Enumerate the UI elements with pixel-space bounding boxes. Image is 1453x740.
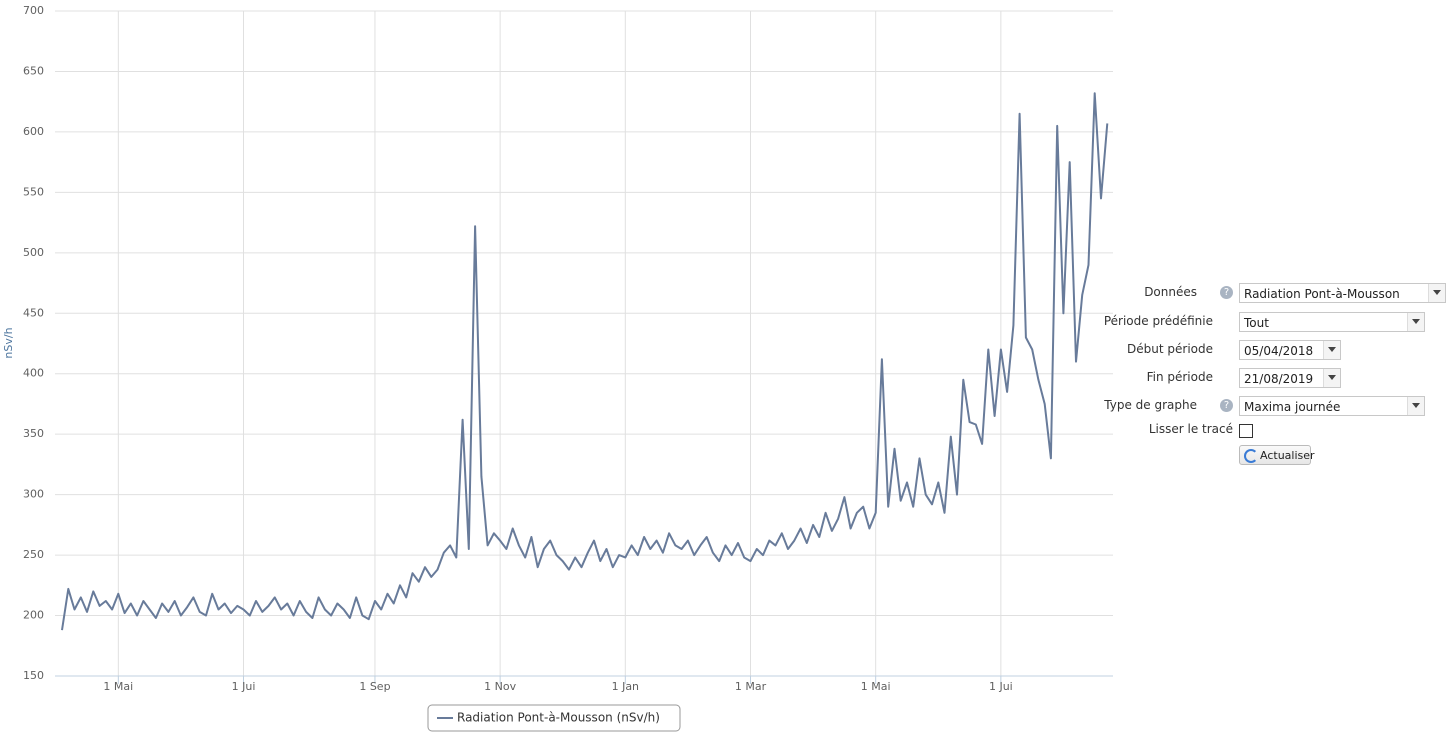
legend: Radiation Pont-à-Mousson (nSv/h): [427, 704, 681, 732]
y-tick-label: 650: [23, 64, 44, 77]
y-tick-label: 150: [23, 669, 44, 682]
refresh-icon: [1244, 449, 1258, 463]
legend-box: [427, 704, 681, 732]
data-line: [61, 92, 1109, 631]
select-field[interactable]: Tout: [1239, 312, 1425, 332]
checkbox-label: Lisser le tracé: [1148, 422, 1233, 436]
dropdown-arrow: [1407, 313, 1424, 331]
select-value: Radiation Pont-à-Mousson: [1244, 287, 1400, 301]
dropdown-arrow: [1428, 284, 1445, 302]
x-tick-label: 1 Jan: [612, 680, 639, 693]
select-value: 21/08/2019: [1244, 372, 1314, 386]
x-tick-label: 1 Nov: [484, 680, 516, 693]
dropdown-arrow: [1407, 397, 1424, 415]
legend-entry: Radiation Pont-à-Mousson (nSv/h): [457, 711, 660, 725]
chart: 150 200 250 300 350 400 450 500 550 600 650 700 1 Ma…: [2, 4, 1113, 732]
refresh-button[interactable]: Actualiser: [1239, 445, 1315, 465]
x-tick-label: 1 Jui: [232, 680, 256, 693]
select-field[interactable]: Radiation Pont-à-Mousson: [1239, 283, 1446, 303]
select-value: Tout: [1244, 316, 1269, 330]
y-tick-label: 700: [23, 4, 44, 17]
y-tick-label: 450: [23, 306, 44, 319]
y-axis-label: nSv/h: [2, 327, 15, 358]
help-icon: ?: [1220, 399, 1233, 412]
dropdown-arrow: [1323, 369, 1340, 387]
field-label: Fin période: [1146, 370, 1213, 384]
field-label: Période prédéfinie: [1103, 314, 1213, 328]
y-tick-label: 250: [23, 548, 44, 561]
x-tick-label: 1 Mai: [861, 680, 891, 693]
select-field[interactable]: 05/04/2018: [1239, 340, 1341, 360]
select-value: 05/04/2018: [1244, 344, 1314, 358]
field-label: Début période: [1127, 342, 1213, 356]
field-label: Type de graphe: [1104, 398, 1197, 412]
help-icon: ?: [1220, 286, 1233, 299]
y-tick-label: 550: [23, 185, 44, 198]
y-tick-label: 400: [23, 367, 44, 380]
select-value: Maxima journée: [1244, 400, 1341, 414]
y-tick-label: 600: [23, 125, 44, 138]
x-tick-label: 1 Jui: [989, 680, 1013, 693]
x-tick-label: 1 Mar: [735, 680, 767, 693]
field-label: Données: [1144, 285, 1197, 299]
x-tick-label: 1 Sep: [359, 680, 390, 693]
y-tick-label: 200: [23, 609, 44, 622]
select-field[interactable]: 21/08/2019: [1239, 368, 1341, 388]
x-tick-label: 1 Mai: [103, 680, 133, 693]
button-text: Actualiser: [1260, 449, 1315, 462]
y-tick-label: 350: [23, 427, 44, 440]
select-field[interactable]: Maxima journée: [1239, 396, 1425, 416]
checkbox[interactable]: [1239, 424, 1253, 438]
dropdown-arrow: [1323, 341, 1340, 359]
y-tick-label: 500: [23, 246, 44, 259]
y-tick-label: 300: [23, 488, 44, 501]
